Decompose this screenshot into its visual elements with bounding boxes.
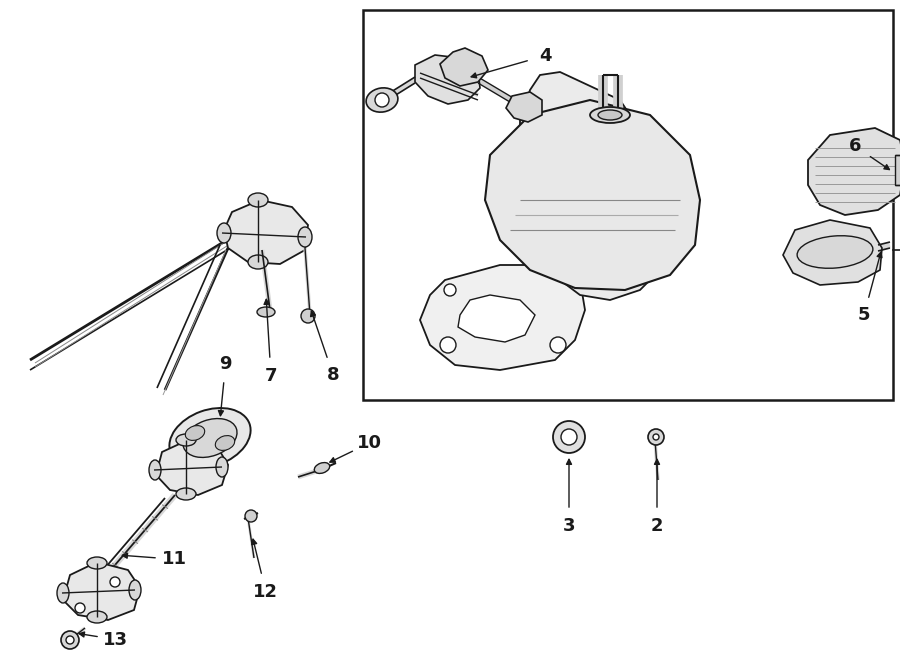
Circle shape: [245, 510, 257, 522]
Polygon shape: [415, 55, 480, 104]
Polygon shape: [485, 100, 700, 290]
Text: 13: 13: [104, 630, 129, 649]
Ellipse shape: [216, 457, 228, 477]
Ellipse shape: [797, 236, 873, 268]
Circle shape: [61, 631, 79, 649]
Circle shape: [550, 337, 566, 353]
Ellipse shape: [314, 463, 329, 473]
Polygon shape: [506, 92, 542, 122]
Ellipse shape: [298, 227, 312, 247]
Circle shape: [66, 636, 74, 644]
Ellipse shape: [129, 580, 141, 600]
Circle shape: [653, 434, 659, 440]
Ellipse shape: [248, 255, 268, 269]
Text: 3: 3: [562, 517, 575, 535]
Circle shape: [301, 309, 315, 323]
Polygon shape: [420, 265, 585, 370]
Ellipse shape: [87, 611, 107, 623]
Ellipse shape: [176, 488, 196, 500]
Ellipse shape: [183, 418, 237, 457]
Ellipse shape: [185, 426, 204, 440]
Ellipse shape: [169, 408, 250, 468]
Polygon shape: [808, 128, 900, 215]
Ellipse shape: [598, 110, 622, 120]
Ellipse shape: [87, 557, 107, 569]
Ellipse shape: [257, 307, 275, 317]
Text: 7: 7: [265, 367, 277, 385]
Bar: [895, 155, 900, 185]
Circle shape: [444, 284, 456, 296]
Ellipse shape: [215, 436, 235, 450]
Circle shape: [648, 429, 664, 445]
Ellipse shape: [149, 460, 161, 480]
Circle shape: [75, 603, 85, 613]
Text: 12: 12: [253, 583, 278, 600]
Text: 5: 5: [858, 307, 870, 324]
Circle shape: [561, 429, 577, 445]
Text: 2: 2: [651, 517, 663, 535]
Polygon shape: [783, 220, 882, 285]
Ellipse shape: [248, 193, 268, 207]
Circle shape: [375, 93, 389, 107]
Polygon shape: [458, 295, 535, 342]
Polygon shape: [224, 200, 308, 264]
Text: 6: 6: [849, 137, 861, 155]
Text: 10: 10: [357, 434, 382, 452]
Text: 8: 8: [327, 366, 339, 384]
Ellipse shape: [590, 107, 630, 123]
Ellipse shape: [176, 434, 196, 446]
Circle shape: [110, 577, 120, 587]
Ellipse shape: [366, 88, 398, 112]
Ellipse shape: [57, 583, 69, 603]
Ellipse shape: [217, 223, 231, 243]
Polygon shape: [156, 440, 228, 495]
Polygon shape: [520, 72, 670, 300]
Polygon shape: [440, 48, 488, 86]
Bar: [363, 10, 893, 400]
Circle shape: [440, 337, 456, 353]
Text: 11: 11: [161, 550, 186, 568]
Polygon shape: [63, 562, 140, 620]
Circle shape: [553, 421, 585, 453]
Text: 9: 9: [220, 355, 232, 373]
Text: 4: 4: [539, 46, 552, 65]
